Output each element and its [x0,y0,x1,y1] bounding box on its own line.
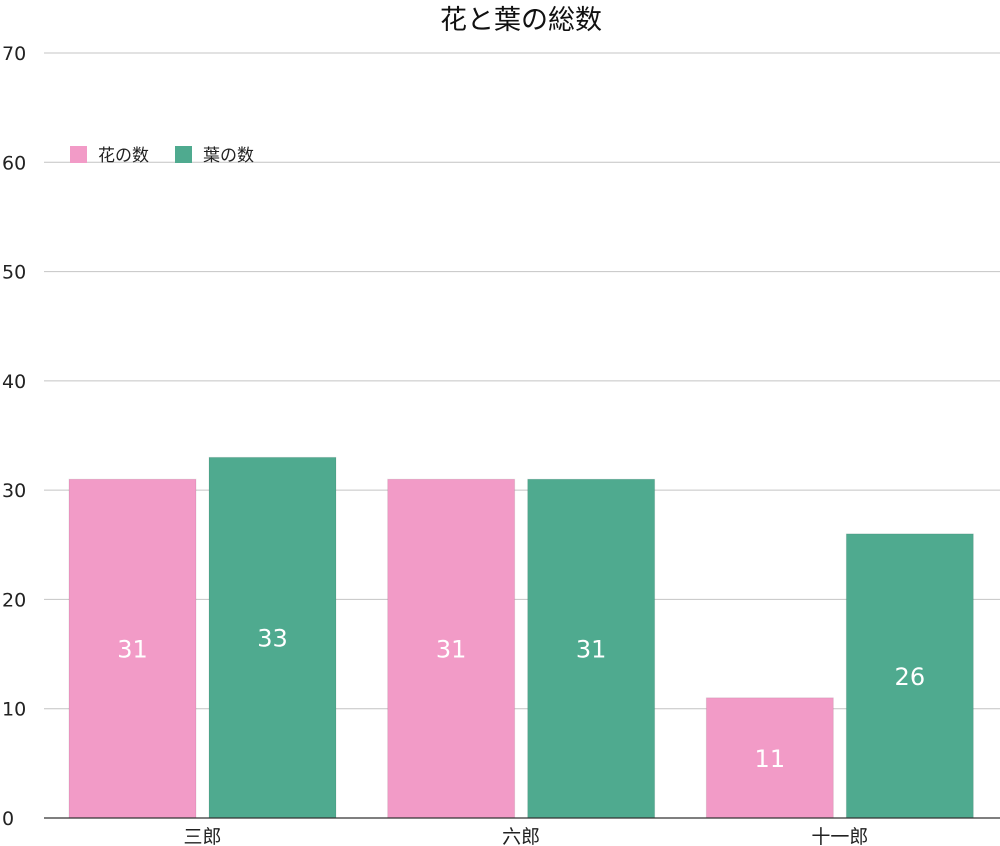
x-category-label: 十一郎 [811,826,868,846]
bar-flowers [705,697,834,819]
y-tick-label: 50 [2,262,26,284]
y-tick-label: 30 [2,480,26,502]
bar-flowers [387,478,516,819]
y-tick-label: 0 [2,808,14,830]
y-tick-label: 10 [2,699,26,721]
gridlines [44,52,1000,710]
x-axis-categories: 三郎 六郎 十一郎 [183,826,868,846]
x-category-label: 六郎 [502,826,540,846]
y-tick-label: 20 [2,589,26,611]
bar-leaves [845,533,974,819]
legend-label: 葉の数 [203,146,254,166]
legend-swatch [70,146,87,163]
y-tick-label: 60 [2,152,26,174]
bar-value-label: 11 [755,745,786,773]
bar-value-label: 31 [576,636,607,664]
bar-leaves [208,456,337,819]
y-tick-label: 70 [2,43,26,65]
bar-value-label: 33 [257,625,288,653]
bar-value-label: 31 [117,636,148,664]
chart-title: 花と葉の総数 [440,5,602,36]
legend-label: 花の数 [98,146,149,166]
bar-leaves [527,478,656,819]
data-labels: 31 33 31 31 11 26 [117,625,925,773]
bar-value-label: 31 [436,636,467,664]
legend: 花の数 葉の数 [70,146,254,166]
y-axis-ticks: 0 10 20 30 40 50 60 70 [2,43,26,830]
legend-swatch [175,146,192,163]
bars [68,456,974,819]
x-category-label: 三郎 [183,826,221,846]
bar-value-label: 26 [895,663,926,691]
y-tick-label: 40 [2,371,26,393]
